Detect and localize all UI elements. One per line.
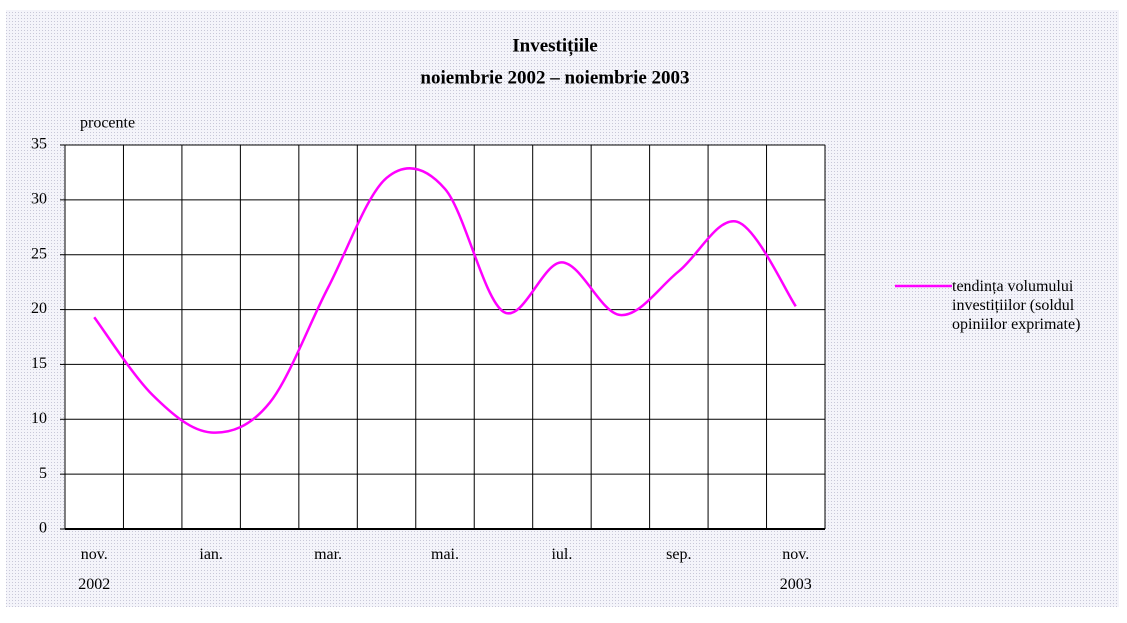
y-tick-label: 10	[31, 410, 47, 427]
chart-title: Investițiile	[512, 35, 598, 56]
y-tick-label: 35	[31, 136, 47, 153]
chart-title: noiembrie 2002 – noiembrie 2003	[420, 67, 689, 88]
x-tick-label: ian.	[199, 546, 223, 563]
x-tick-label: nov. 2002	[78, 546, 110, 593]
x-tick-label: mar.	[314, 546, 342, 563]
series-line	[93, 167, 797, 434]
x-tick-label: mai.	[431, 546, 459, 563]
y-tick-label: 25	[31, 245, 47, 262]
x-tick-label: iul.	[551, 546, 572, 563]
x-tick-label: sep.	[666, 546, 691, 563]
y-tick-label: 20	[31, 300, 47, 317]
y-tick-label: 5	[39, 465, 47, 482]
x-tick-label: nov. 2003	[780, 546, 812, 593]
y-tick-label: 15	[31, 355, 47, 372]
legend-label: tendința volumului investițiilor (soldul…	[952, 278, 1081, 333]
y-tick-label: 30	[31, 191, 47, 208]
y-tick-label: 0	[39, 520, 47, 537]
plot-area	[65, 145, 825, 529]
y-axis-label: procente	[80, 115, 135, 132]
